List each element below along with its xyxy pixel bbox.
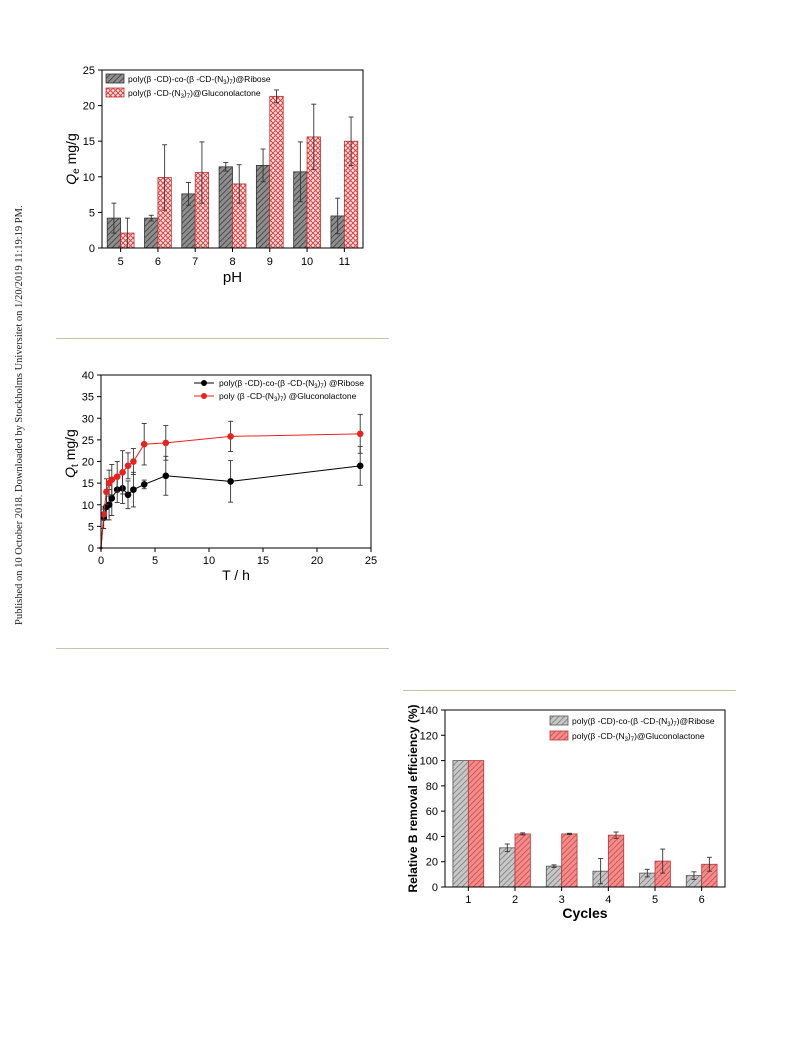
x-tick-label: 3 [559, 894, 565, 906]
section-divider-3 [403, 690, 736, 691]
y-tick-label: 0 [89, 243, 95, 255]
data-point [124, 491, 132, 499]
bar [499, 847, 516, 888]
legend-label: poly(β -CD)-co-(β -CD-(N3)7) @Ribose [219, 378, 364, 390]
x-tick-label: 25 [365, 555, 377, 567]
data-point [119, 469, 126, 476]
x-tick-label: 10 [203, 555, 215, 567]
x-tick-label: 6 [155, 256, 161, 268]
y-tick-label: 40 [426, 831, 438, 843]
y-tick-label: 35 [82, 392, 94, 404]
legend-marker [201, 393, 207, 399]
cycles-removal-chart: 0 20 40 60 80 100 120 140 1 2 3 4 5 6 Cycles Relative B… [406, 704, 726, 921]
y-tick-label: 100 [420, 756, 438, 768]
section-divider-1 [56, 338, 389, 339]
x-axis-label: T / h [222, 567, 250, 583]
y-axis-label: Qt mg/g [62, 429, 81, 478]
y-tick-label: 15 [83, 136, 95, 148]
legend-swatch [549, 730, 569, 741]
x-tick-label: 6 [699, 894, 705, 906]
x-tick-label: 2 [512, 894, 518, 906]
ph-adsorption-chart: 0 5 10 15 20 25 5 6 7 8 9 10 11 pH Qe mg/g poly(β -CD)-… [63, 65, 364, 286]
data-point [130, 486, 137, 493]
legend-label: poly(β -CD)-co-(β -CD-(N3)7)@Ribose [572, 716, 715, 728]
plot-frame [444, 709, 726, 888]
y-tick-label: 0 [88, 543, 94, 555]
download-stamp: Published on 10 October 2018. Downloaded… [14, 205, 25, 625]
y-tick-label: 80 [426, 781, 438, 793]
x-tick-label: 0 [98, 555, 104, 567]
data-point [140, 481, 148, 488]
data-point [162, 439, 170, 447]
data-point [162, 472, 170, 480]
data-point [140, 440, 148, 448]
x-tick-label: 7 [192, 256, 198, 268]
legend-label: poly(β -CD)-co-(β -CD-(N3)7)@Ribose [128, 74, 271, 86]
y-tick-label: 40 [82, 370, 94, 382]
y-axis-label: Qe mg/g [63, 133, 82, 184]
y-tick-label: 25 [82, 435, 94, 447]
data-point [227, 478, 234, 485]
bar [467, 760, 485, 888]
y-tick-label: 10 [82, 500, 94, 512]
bar [545, 865, 563, 888]
data-point [130, 458, 137, 465]
x-axis-label: Cycles [562, 905, 607, 921]
data-point [356, 462, 364, 470]
y-tick-label: 5 [88, 521, 94, 533]
y-tick-label: 0 [432, 882, 438, 894]
time-adsorption-chart: 0 5 10 15 20 25 30 35 40 0 5 10 15 20 25 T / h Qt mg/g po… [62, 370, 377, 583]
data-point [113, 473, 121, 480]
data-point [124, 462, 132, 470]
x-tick-label: 9 [267, 256, 273, 268]
bar [144, 217, 159, 249]
legend-marker [201, 380, 207, 386]
y-axis-label: Relative B removal efficiency (%) [406, 704, 420, 892]
legend-swatch [105, 87, 125, 98]
bar [607, 834, 625, 888]
data-point [227, 433, 234, 440]
x-tick-label: 5 [118, 256, 124, 268]
legend-swatch [105, 73, 125, 84]
x-axis-label: pH [223, 269, 242, 286]
section-divider-2 [56, 648, 389, 649]
x-tick-label: 4 [605, 894, 611, 906]
y-tick-label: 25 [83, 65, 95, 77]
y-tick-label: 120 [420, 730, 438, 742]
data-point [108, 494, 116, 502]
y-tick-label: 140 [420, 705, 438, 717]
bar [218, 166, 233, 249]
x-tick-label: 15 [257, 555, 269, 567]
y-tick-label: 30 [82, 413, 94, 425]
y-tick-label: 15 [82, 478, 94, 490]
y-tick-label: 60 [426, 806, 438, 818]
x-tick-label: 11 [339, 256, 350, 268]
data-point [100, 510, 107, 518]
x-tick-label: 1 [465, 894, 471, 906]
x-tick-label: 5 [652, 894, 658, 906]
x-tick-label: 8 [229, 256, 235, 268]
legend-label: poly (β -CD-(N3)7) @Gluconolactone [219, 391, 357, 403]
x-tick-label: 5 [152, 555, 158, 567]
x-tick-label: 10 [301, 256, 313, 268]
data-point [105, 501, 113, 509]
legend-swatch [549, 715, 569, 726]
y-tick-label: 20 [83, 101, 95, 113]
x-tick-label: 20 [311, 555, 323, 567]
bar [561, 833, 578, 888]
bar [269, 95, 284, 249]
y-tick-label: 10 [83, 172, 95, 184]
y-tick-label: 20 [82, 457, 94, 469]
legend-label: poly(β -CD-(N3)7)@Gluconolactone [572, 731, 705, 743]
bar [452, 760, 469, 888]
data-point [108, 476, 116, 483]
bar [514, 833, 531, 888]
data-point [103, 488, 110, 496]
y-tick-label: 20 [426, 857, 438, 869]
y-tick-label: 5 [89, 207, 95, 219]
legend-label: poly(β -CD-(N3)7)@Gluconolactone [128, 88, 261, 100]
data-point [356, 430, 364, 438]
